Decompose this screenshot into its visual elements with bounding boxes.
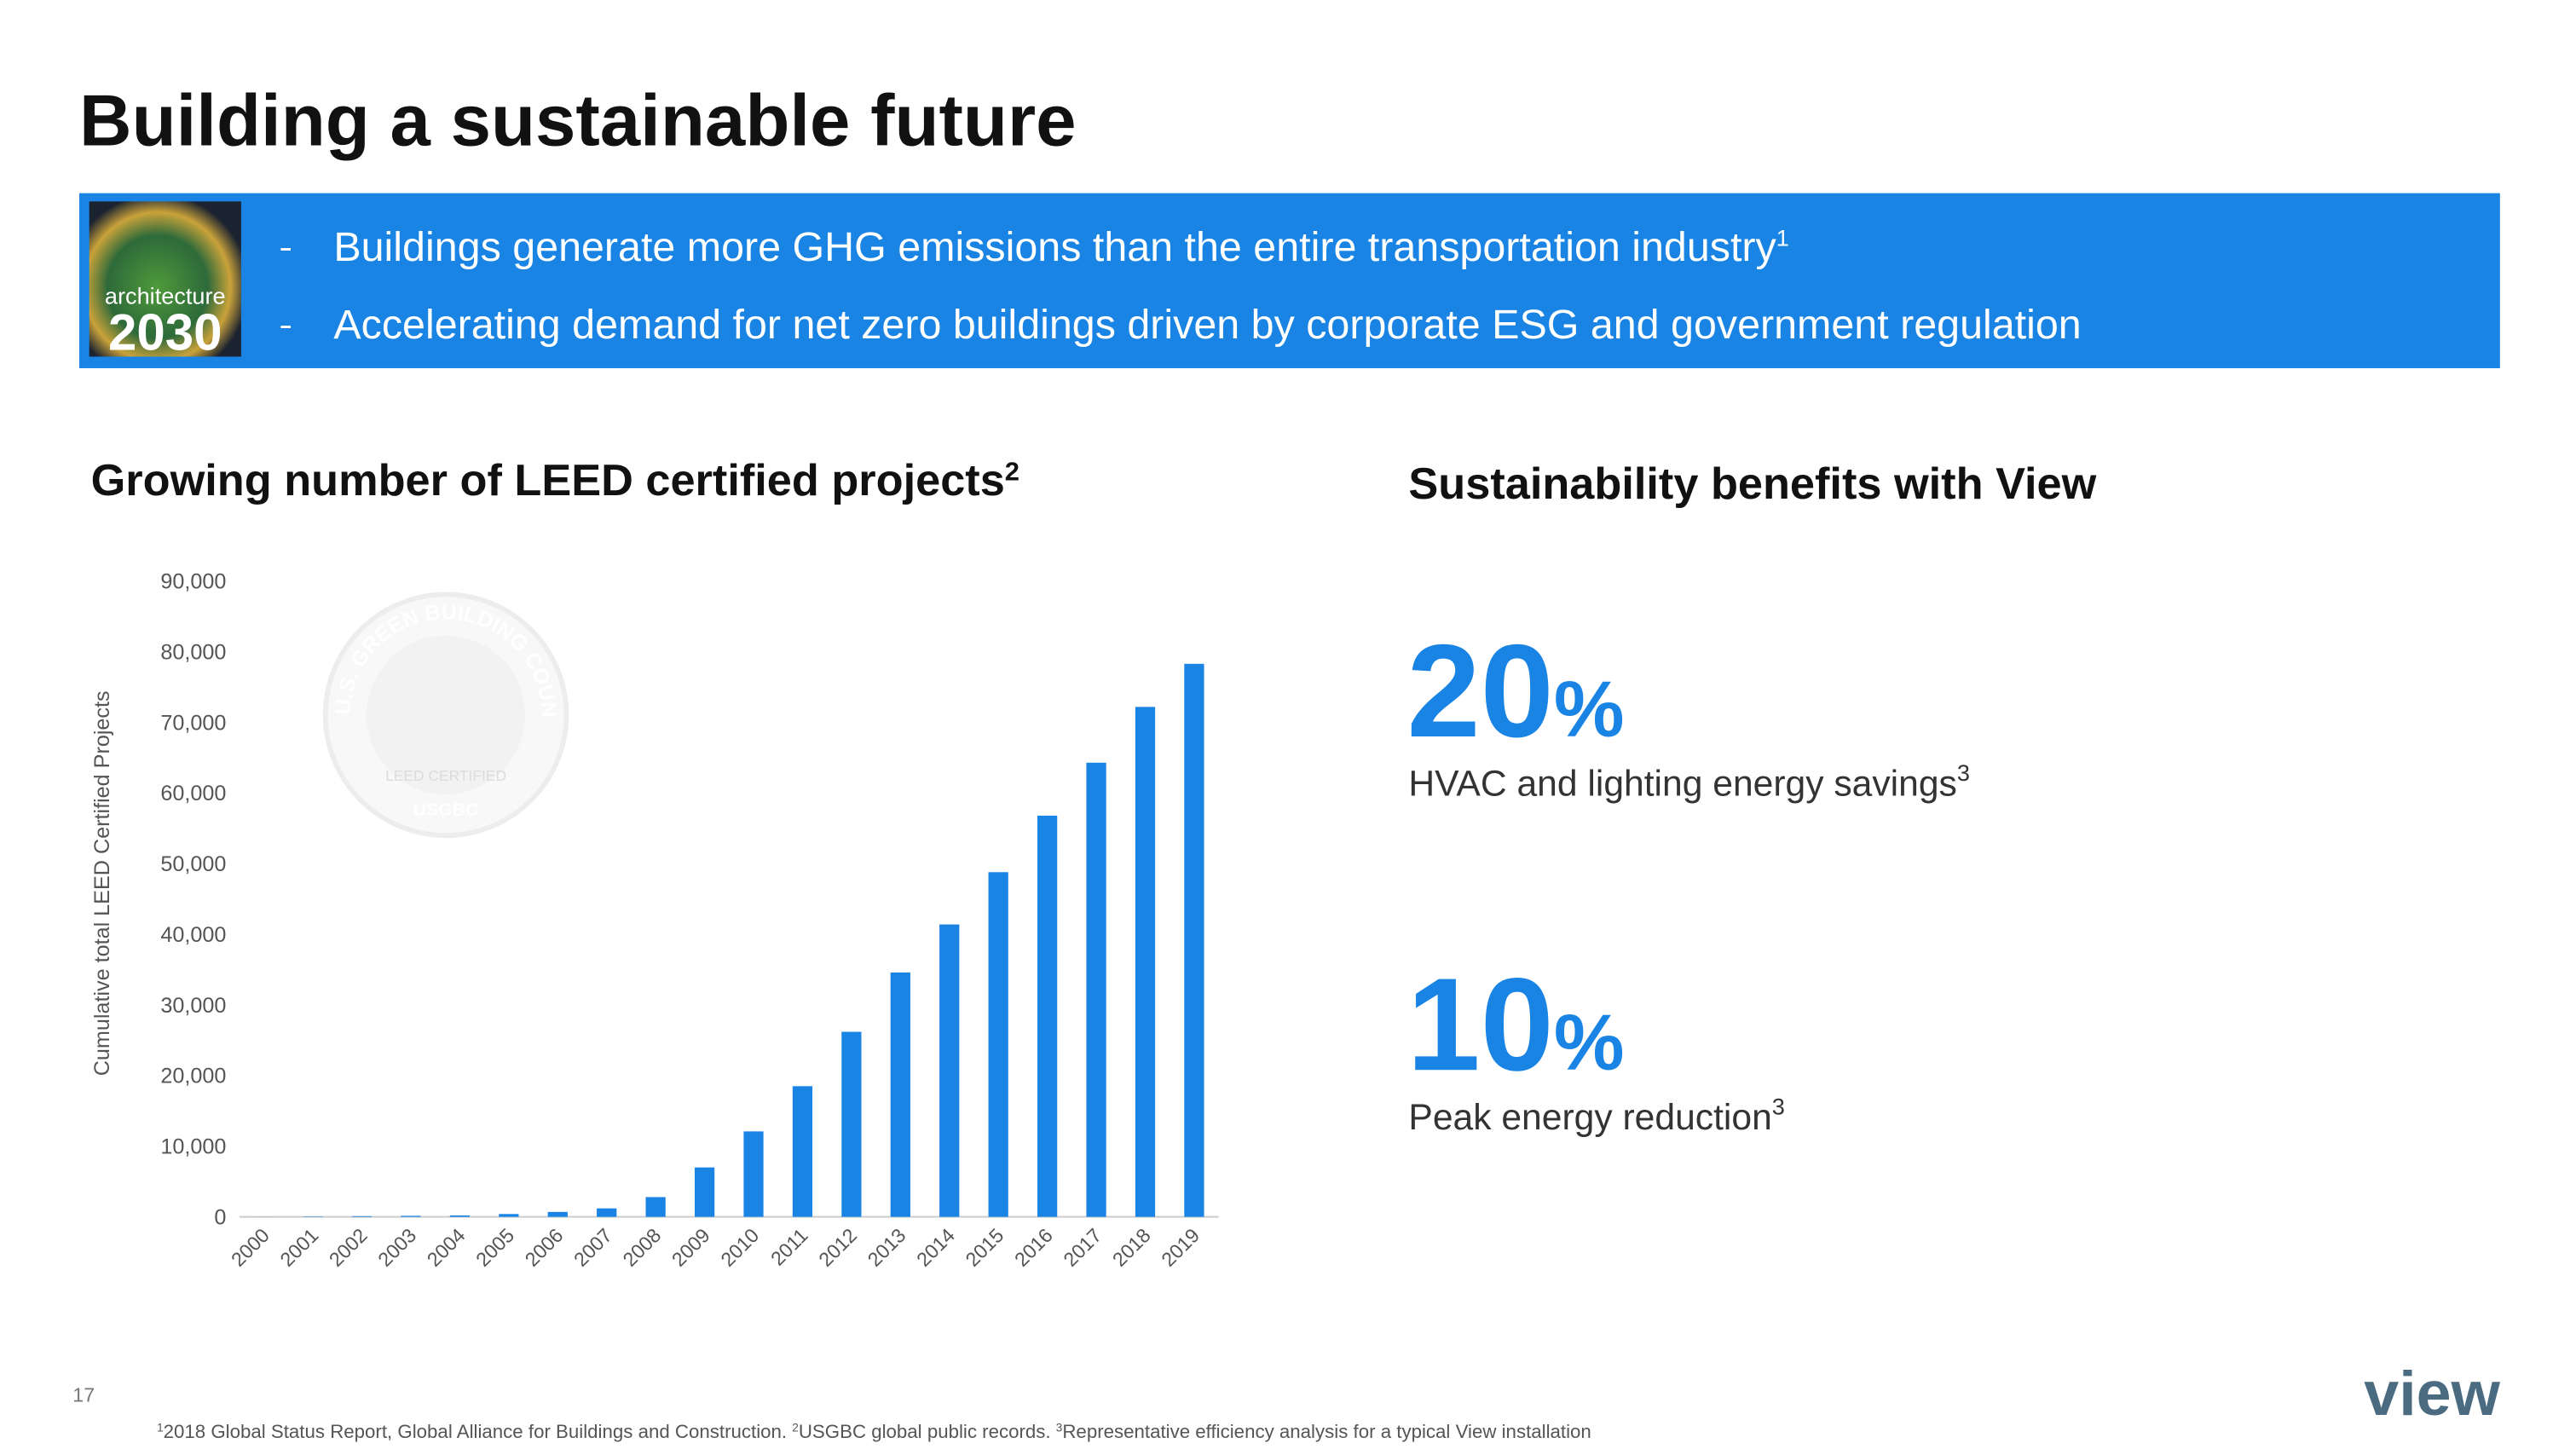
stat: 20% <box>1406 617 1624 765</box>
x-tick-label: 2001 <box>275 1224 322 1271</box>
x-tick-label: 2003 <box>373 1224 420 1271</box>
bullet-text: Accelerating demand for net zero buildin… <box>333 302 2081 348</box>
footnote-ref: 2 <box>1005 457 1019 487</box>
x-tick-label: 2012 <box>814 1224 861 1271</box>
footnote-mark: 2 <box>792 1421 799 1434</box>
bar <box>694 1167 715 1217</box>
y-tick-label: 70,000 <box>160 711 226 735</box>
y-tick-label: 10,000 <box>160 1134 226 1158</box>
bar <box>1184 663 1204 1217</box>
footnote-mark: 3 <box>1056 1421 1063 1434</box>
x-tick-label: 2019 <box>1157 1224 1204 1271</box>
x-tick-label: 2015 <box>962 1224 1008 1271</box>
stat-value: 10 <box>1406 950 1553 1098</box>
bar <box>988 872 1008 1217</box>
x-tick-label: 2008 <box>618 1224 665 1271</box>
bar <box>449 1215 471 1217</box>
footnote-ref: 3 <box>1957 759 1970 786</box>
y-axis-label: Cumulative total LEED Certified Projects <box>90 690 114 1076</box>
bullet-text: Buildings generate more GHG emissions th… <box>333 224 1776 270</box>
stat-label: HVAC and lighting energy savings <box>1408 764 1956 805</box>
stat-value: 20 <box>1406 617 1553 765</box>
y-tick-label: 30,000 <box>160 994 226 1018</box>
x-tick-label: 2004 <box>423 1224 470 1271</box>
x-tick-label: 2010 <box>716 1224 763 1271</box>
x-tick-label: 2018 <box>1108 1224 1155 1271</box>
watermark-leaf <box>367 635 526 794</box>
y-tick-label: 20,000 <box>160 1065 226 1088</box>
benefits-title: Sustainability benefits with View <box>1408 459 2096 509</box>
watermark-text: LEED CERTIFIED <box>385 767 506 784</box>
stat-unit: % <box>1554 665 1625 753</box>
logo-image <box>89 201 241 357</box>
page-number: 17 <box>72 1384 95 1406</box>
bar <box>499 1214 519 1217</box>
bar <box>351 1215 373 1217</box>
brand-logo: view <box>2364 1358 2500 1429</box>
bar <box>841 1031 862 1217</box>
plot: 0 10,000 20,000 30,000 40,000 50,000 60,000 70,… <box>160 570 1204 1271</box>
x-tick-label: 2011 <box>766 1224 812 1270</box>
watermark-text: USGBC <box>413 800 479 820</box>
bar <box>547 1211 568 1217</box>
x-tick-label: 2005 <box>471 1224 518 1271</box>
bar <box>645 1197 666 1217</box>
y-tick-label: 80,000 <box>160 640 226 664</box>
footnote-text: 2018 Global Status Report, Global Allian… <box>164 1421 793 1442</box>
stat: 10% <box>1406 950 1624 1098</box>
y-tick-label: 40,000 <box>160 923 226 947</box>
stat-caption: Peak energy reduction3 <box>1408 1094 1784 1138</box>
logo-text: 2030 <box>108 304 222 361</box>
footnote-text: Representative efficiency analysis for a… <box>1062 1421 1591 1442</box>
bullet: Buildings generate more GHG emissions th… <box>333 224 1788 270</box>
bar <box>401 1215 421 1217</box>
stat-caption: HVAC and lighting energy savings3 <box>1408 759 1970 804</box>
logo: architecture 2030 <box>89 201 241 361</box>
y-tick-label: 50,000 <box>160 852 226 876</box>
footnote-text: USGBC global public records. <box>799 1421 1056 1442</box>
footnote-mark: 1 <box>157 1421 164 1434</box>
x-tick-label: 2013 <box>863 1224 910 1271</box>
bar <box>597 1208 617 1217</box>
x-tick-label: 2017 <box>1059 1224 1106 1271</box>
y-tick-label: 60,000 <box>160 782 226 805</box>
bar <box>890 972 910 1217</box>
x-tick-label: 2014 <box>912 1224 959 1271</box>
stat-label: Peak energy reduction <box>1408 1097 1771 1138</box>
x-tick-label: 2016 <box>1010 1224 1057 1271</box>
footnotes: 12018 Global Status Report, Global Allia… <box>157 1421 1591 1442</box>
x-tick-label: 2002 <box>325 1224 372 1271</box>
bar <box>1037 815 1058 1217</box>
x-tick-label: 2007 <box>569 1224 616 1271</box>
chart-title: Growing number of LEED certified project… <box>91 456 1019 505</box>
bar <box>939 924 960 1217</box>
logo-text: architecture <box>105 282 226 309</box>
footnote-ref: 1 <box>1776 225 1789 251</box>
bar <box>1086 762 1106 1217</box>
slide-title: Building a sustainable future <box>79 80 1077 161</box>
bar <box>743 1131 764 1217</box>
chart-title-text: Growing number of LEED certified project… <box>91 456 1005 505</box>
y-tick-label: 90,000 <box>160 570 226 594</box>
bar <box>792 1086 813 1217</box>
footnote-ref: 3 <box>1772 1094 1785 1120</box>
x-tick-label: 2000 <box>227 1224 274 1271</box>
y-tick-label: 0 <box>214 1205 226 1229</box>
stat-unit: % <box>1554 998 1625 1087</box>
bar <box>1135 707 1156 1217</box>
x-tick-label: 2009 <box>667 1224 714 1271</box>
banner <box>79 193 2500 368</box>
x-tick-label: 2006 <box>521 1224 568 1271</box>
